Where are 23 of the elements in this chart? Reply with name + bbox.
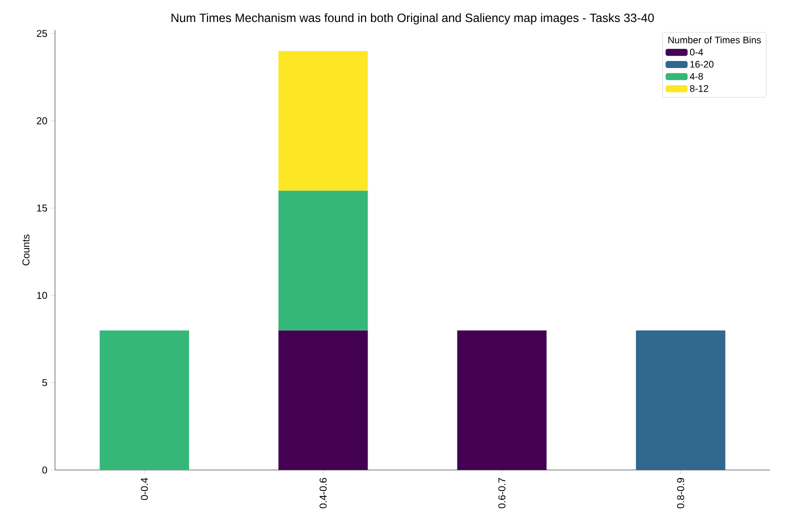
legend-title: Number of Times Bins <box>668 36 761 44</box>
bar <box>278 330 368 470</box>
bar <box>278 50 368 191</box>
y-axis-title: Counts <box>22 234 30 266</box>
y-tick-label: 15 <box>37 204 48 212</box>
legend-label: 8-12 <box>690 85 708 92</box>
legend-label: 0-4 <box>690 48 704 56</box>
chart-title: Num Times Mechanism was found in both Original and Saliency map images - Tasks 33-40 <box>172 13 654 24</box>
x-tick-label: 0.6-0.7 <box>498 478 506 508</box>
y-tick-label: 20 <box>36 117 48 124</box>
bar <box>636 330 726 470</box>
y-tick-label: 10 <box>37 292 48 299</box>
bar <box>457 330 547 470</box>
y-tick-label: 0 <box>42 466 48 474</box>
y-tick-label: 25 <box>36 30 48 38</box>
x-tick-label: 0-0.4 <box>140 478 148 500</box>
legend-label: 16-20 <box>690 60 714 68</box>
bar <box>278 190 368 330</box>
y-tick-label: 5 <box>42 379 48 386</box>
bar <box>100 330 190 470</box>
legend-label: 4-8 <box>690 73 703 80</box>
x-tick-label: 0.8-0.9 <box>677 478 684 508</box>
x-tick-label: 0.4-0.6 <box>320 478 327 508</box>
